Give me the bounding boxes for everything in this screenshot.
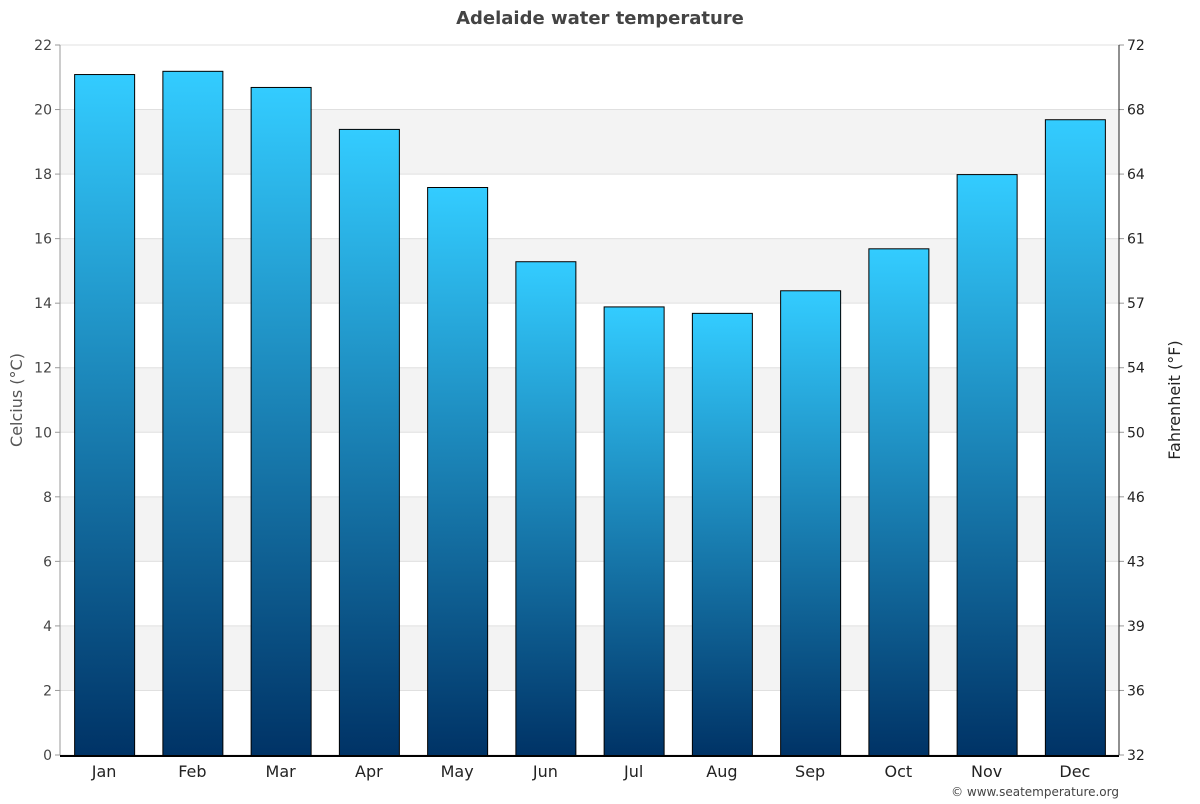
x-tick-label: Dec	[1059, 762, 1090, 781]
y-axis-label: Celcius (°C)	[7, 353, 26, 447]
grid-band	[60, 109, 1119, 175]
bar-sep	[780, 290, 842, 756]
y2-tick-label: 32	[1127, 748, 1145, 764]
y2-tick-label: 46	[1127, 490, 1145, 506]
bar-mar	[250, 86, 312, 757]
y2-axis-label: Fahrenheit (°F)	[1165, 340, 1184, 459]
x-tick-label: Aug	[706, 762, 737, 781]
y-tick-label: 10	[34, 425, 52, 441]
footer-credit: © www.seatemperature.org	[951, 785, 1119, 799]
x-tick-label: Jul	[623, 762, 643, 781]
x-tick-label: Apr	[355, 762, 383, 781]
y-tick-label: 16	[34, 232, 52, 248]
x-tick-label: Nov	[971, 762, 1002, 781]
y2-tick-label: 50	[1127, 425, 1145, 441]
y2-tick-label: 57	[1127, 296, 1145, 312]
x-tick-label: Jun	[532, 762, 558, 781]
bar-feb	[162, 70, 224, 757]
grid-band	[60, 625, 1119, 691]
bar-apr	[338, 128, 400, 756]
bar-may	[427, 187, 489, 756]
grid-band	[60, 496, 1119, 562]
grid-band	[60, 367, 1119, 433]
bar-jun	[515, 261, 577, 756]
chart-title: Adelaide water temperature	[456, 8, 744, 29]
bar-oct	[868, 248, 930, 756]
y2-tick-label: 39	[1127, 619, 1145, 635]
y2-tick-label: 72	[1127, 38, 1145, 54]
x-tick-label: May	[441, 762, 474, 781]
y2-tick-label: 43	[1127, 554, 1145, 570]
y2-tick-label: 61	[1127, 232, 1145, 248]
y2-tick-label: 64	[1127, 167, 1145, 183]
x-tick-label: Mar	[266, 762, 297, 781]
bar-dec	[1044, 119, 1106, 756]
x-tick-label: Sep	[795, 762, 825, 781]
y-tick-label: 18	[34, 167, 52, 183]
y-tick-label: 8	[43, 490, 52, 506]
x-tick-label: Feb	[178, 762, 206, 781]
y-tick-label: 22	[34, 38, 52, 54]
x-tick-label: Jan	[91, 762, 117, 781]
y-tick-label: 4	[43, 619, 52, 635]
y-tick-label: 2	[43, 683, 52, 699]
y-tick-label: 20	[34, 103, 52, 119]
y2-tick-label: 54	[1127, 361, 1145, 377]
y-tick-label: 14	[34, 296, 52, 312]
y-tick-label: 12	[34, 361, 52, 377]
bar-aug	[691, 312, 753, 756]
grid-band	[60, 238, 1119, 304]
bar-jan	[74, 74, 136, 756]
bar-jul	[603, 306, 665, 756]
y-tick-label: 6	[43, 554, 52, 570]
y2-tick-label: 36	[1127, 683, 1145, 699]
x-tick-label: Oct	[885, 762, 913, 781]
bar-nov	[956, 174, 1018, 757]
y-tick-label: 0	[43, 748, 52, 764]
y2-tick-label: 68	[1127, 103, 1145, 119]
